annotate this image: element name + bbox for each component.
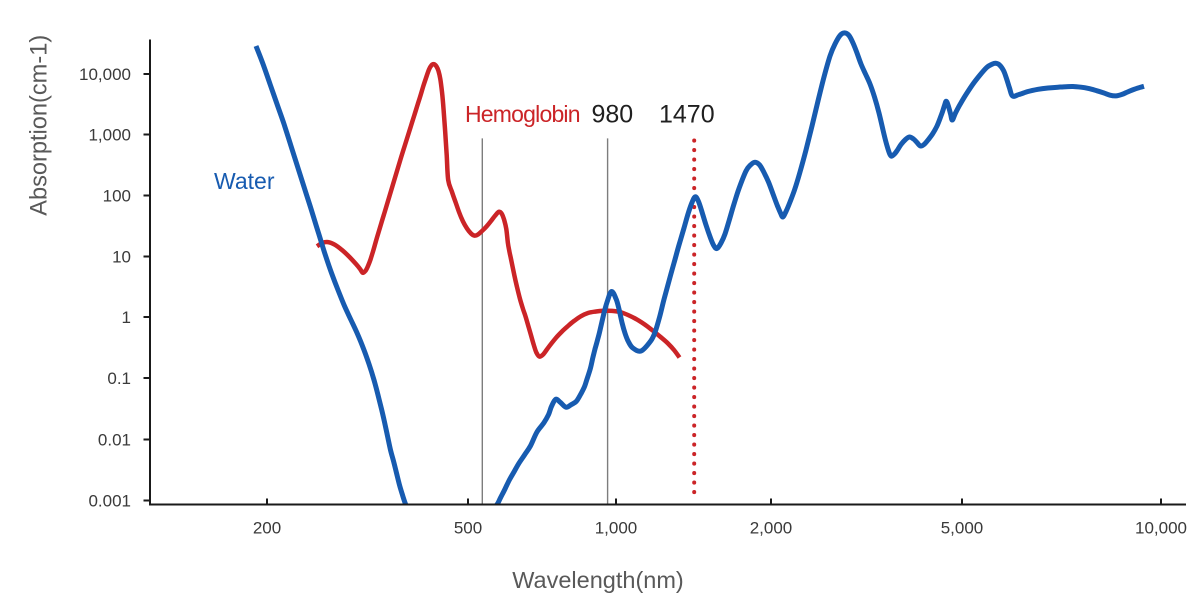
svg-text:0.001: 0.001 bbox=[88, 492, 131, 511]
svg-text:1: 1 bbox=[122, 308, 131, 327]
svg-text:10,000: 10,000 bbox=[1135, 519, 1187, 538]
svg-text:1,000: 1,000 bbox=[88, 126, 131, 145]
svg-text:980: 980 bbox=[592, 101, 634, 129]
svg-text:200: 200 bbox=[253, 519, 281, 538]
svg-text:2,000: 2,000 bbox=[750, 519, 793, 538]
svg-text:1,000: 1,000 bbox=[595, 519, 638, 538]
svg-text:10: 10 bbox=[112, 248, 131, 267]
svg-text:5,000: 5,000 bbox=[941, 519, 984, 538]
svg-text:Water: Water bbox=[214, 168, 275, 194]
svg-text:Absorption(cm-1): Absorption(cm-1) bbox=[27, 35, 53, 216]
svg-text:1470: 1470 bbox=[659, 101, 715, 129]
svg-text:0.01: 0.01 bbox=[98, 431, 131, 450]
svg-text:500: 500 bbox=[454, 519, 482, 538]
svg-text:Wavelength(nm): Wavelength(nm) bbox=[512, 567, 684, 593]
svg-text:10,000: 10,000 bbox=[79, 65, 131, 84]
svg-text:Hemoglobin: Hemoglobin bbox=[465, 101, 580, 127]
svg-text:100: 100 bbox=[103, 187, 131, 206]
svg-text:0.1: 0.1 bbox=[107, 369, 131, 388]
